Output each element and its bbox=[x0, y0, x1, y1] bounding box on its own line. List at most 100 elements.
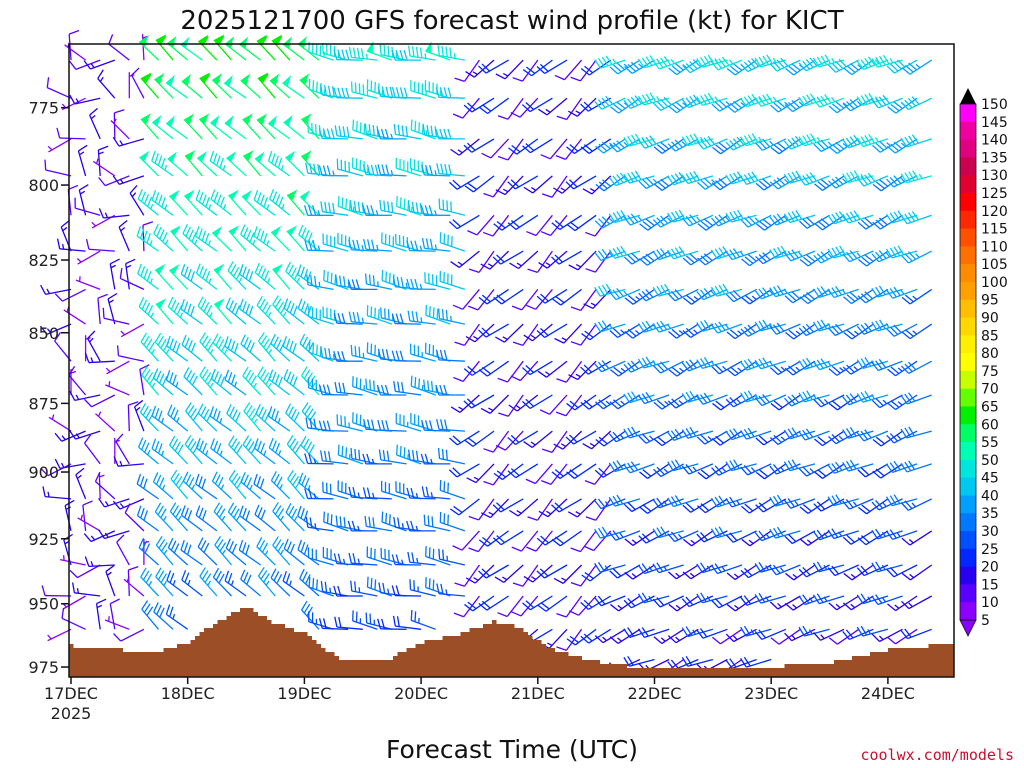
barb-pennant bbox=[256, 113, 268, 125]
barb-half-flag bbox=[886, 142, 891, 147]
barb-flag bbox=[309, 418, 313, 429]
barb-pennant bbox=[168, 189, 180, 202]
barb-flag bbox=[594, 469, 604, 478]
barb-flag bbox=[425, 164, 429, 176]
barb-flag bbox=[769, 566, 777, 576]
barb-shaft bbox=[614, 250, 641, 259]
barb-flag bbox=[776, 213, 785, 223]
barb-shaft bbox=[835, 323, 859, 337]
wind-barb bbox=[282, 74, 305, 99]
barb-half-flag bbox=[638, 63, 643, 68]
wind-barb bbox=[452, 97, 480, 119]
barb-shaft bbox=[169, 511, 189, 532]
barb-flag bbox=[802, 175, 810, 185]
barb-flag bbox=[864, 254, 874, 262]
barb-shaft bbox=[270, 342, 291, 362]
wind-barb bbox=[856, 172, 889, 187]
wind-barb bbox=[900, 460, 932, 473]
barb-shaft bbox=[546, 250, 568, 269]
wind-barb bbox=[213, 502, 232, 532]
barb-flag bbox=[689, 390, 697, 401]
barb-pennant bbox=[198, 113, 210, 125]
barb-flag bbox=[432, 82, 434, 93]
barb-shaft bbox=[848, 430, 874, 439]
barb-flag bbox=[185, 474, 192, 485]
wind-barb bbox=[211, 73, 232, 99]
barb-shaft bbox=[805, 175, 830, 186]
wind-barb bbox=[812, 561, 845, 573]
barb-flag bbox=[468, 268, 480, 274]
wind-barb bbox=[268, 189, 291, 216]
wind-barb bbox=[497, 595, 524, 618]
barb-flag bbox=[537, 108, 548, 116]
barb-flag bbox=[407, 161, 409, 172]
barb-flag bbox=[84, 352, 90, 363]
barb-flag bbox=[703, 287, 712, 297]
barb-flag bbox=[483, 480, 494, 486]
barb-flag bbox=[238, 298, 244, 310]
wind-barb bbox=[512, 323, 539, 347]
barb-flag bbox=[871, 633, 881, 642]
barb-flag bbox=[693, 170, 701, 181]
barb-flag bbox=[674, 63, 684, 71]
barb-flag bbox=[381, 618, 386, 630]
wind-barb bbox=[754, 592, 786, 604]
wind-barb bbox=[595, 430, 626, 447]
barb-flag bbox=[155, 535, 163, 546]
wind-barb bbox=[785, 564, 816, 581]
wind-barb bbox=[740, 656, 772, 668]
barb-flag bbox=[324, 581, 328, 593]
colorbar-swatch bbox=[960, 175, 976, 194]
barb-shaft bbox=[594, 250, 612, 273]
barb-half-flag bbox=[721, 566, 726, 572]
wind-barb bbox=[436, 583, 465, 597]
barb-flag bbox=[758, 592, 766, 603]
barb-flag bbox=[510, 220, 520, 228]
barb-flag bbox=[872, 144, 881, 153]
barb-half-flag bbox=[70, 370, 77, 374]
barb-pennant bbox=[151, 114, 162, 127]
wind-barb bbox=[180, 264, 203, 290]
barb-shaft bbox=[351, 354, 378, 362]
barb-flag bbox=[39, 325, 48, 335]
wind-barb bbox=[667, 459, 699, 472]
barb-half-flag bbox=[912, 330, 918, 335]
barb-flag bbox=[238, 539, 244, 551]
barb-half-flag bbox=[280, 515, 284, 521]
wind-barb bbox=[871, 594, 903, 606]
wind-barb bbox=[77, 144, 88, 177]
barb-flag bbox=[554, 220, 564, 228]
barb-flag bbox=[219, 157, 224, 169]
barb-half-flag bbox=[267, 312, 272, 318]
barb-flag bbox=[652, 563, 660, 573]
barb-flag bbox=[226, 403, 232, 414]
barb-flag bbox=[878, 217, 888, 226]
wind-barb bbox=[565, 175, 597, 190]
wind-barb bbox=[89, 107, 101, 140]
wind-barb bbox=[567, 498, 597, 518]
barb-flag bbox=[681, 465, 690, 475]
barb-flag bbox=[435, 128, 440, 140]
barb-flag bbox=[480, 512, 491, 519]
barb-flag bbox=[729, 329, 739, 337]
barb-flag bbox=[169, 435, 176, 446]
barb-flag bbox=[353, 201, 357, 212]
barb-shaft bbox=[776, 323, 801, 335]
barb-half-flag bbox=[390, 133, 394, 140]
barb-flag bbox=[842, 173, 849, 183]
barb-half-flag bbox=[453, 53, 456, 59]
barb-flag bbox=[430, 381, 434, 392]
barb-half-flag bbox=[850, 603, 856, 609]
barb-flag bbox=[276, 573, 283, 584]
barb-flag bbox=[868, 133, 876, 144]
barb-flag bbox=[263, 270, 270, 281]
barb-shaft bbox=[833, 530, 859, 540]
wind-barb bbox=[609, 323, 641, 339]
barb-flag bbox=[322, 165, 327, 176]
wind-barb bbox=[305, 516, 334, 532]
barb-shaft bbox=[851, 288, 874, 305]
barb-flag bbox=[601, 97, 610, 107]
barb-flag bbox=[78, 184, 89, 191]
barb-shaft bbox=[532, 564, 553, 583]
barb-flag bbox=[429, 165, 433, 176]
